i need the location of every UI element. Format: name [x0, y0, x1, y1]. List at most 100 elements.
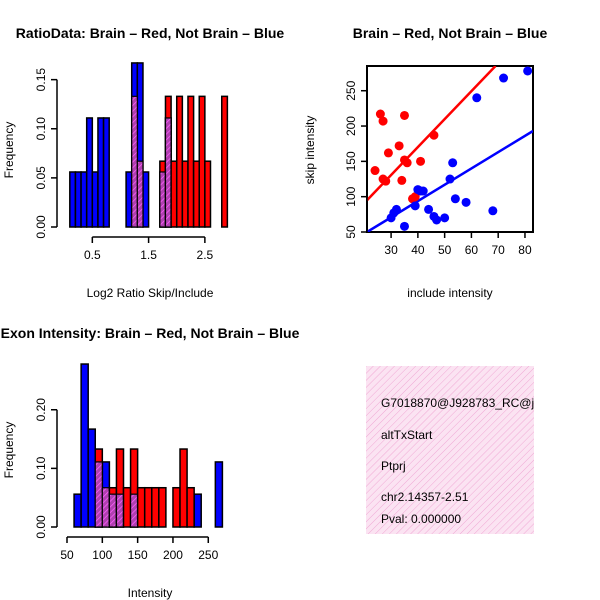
intensity-bar-overlap	[101, 487, 110, 528]
intensity-bar-brain	[151, 486, 160, 528]
scatter-point-brain	[370, 166, 380, 176]
scatter-ylabel: skip intensity	[303, 116, 317, 185]
ratio-bar-brain	[204, 160, 212, 228]
ratio-y-tick-label: 0.10	[34, 117, 48, 141]
ratio-bar-not-brain	[80, 171, 88, 228]
scatter-point-not-brain	[448, 158, 458, 168]
intensity-bar-overlap	[108, 493, 118, 528]
ratio-bar-not-brain	[85, 117, 94, 228]
scatter-fit-lines	[367, 66, 533, 232]
event-type-text: altTxStart	[381, 428, 433, 442]
ratio-bar-overlap	[131, 95, 138, 228]
scatter-x-tick-label: 80	[518, 243, 532, 257]
scatter-point-not-brain	[472, 93, 482, 103]
scatter-point-not-brain	[391, 204, 401, 214]
scatter-point-not-brain	[424, 204, 434, 214]
scatter-point-brain	[381, 176, 391, 186]
scatter-panel: Brain – Red, Not Brain – Blue 30 40 50 60 70…	[303, 25, 547, 300]
intensity-y-tick-label: 0.10	[34, 456, 48, 480]
intensity-histogram-axes: 50 100 150 200 250 0.00 0.10 0.20	[34, 398, 219, 562]
scatter-xlabel: include intensity	[407, 286, 492, 300]
ratio-bar-not-brain	[69, 171, 77, 228]
intensity-bar-not-brain	[214, 461, 224, 528]
scatter-point-brain	[410, 192, 420, 202]
ratio-bar-brain	[181, 160, 189, 228]
intensity-bar-overlap	[129, 493, 139, 528]
intensity-histogram-bars	[73, 363, 224, 528]
intensity-bar-not-brain	[87, 428, 97, 528]
intensity-bar-not-brain	[80, 363, 89, 528]
ratio-x-tick-label: 1.5	[140, 248, 157, 262]
scatter-y-tick-label: 50	[344, 225, 358, 239]
intensity-histogram-xlabel: Intensity	[128, 586, 173, 600]
scatter-y-tick-label: 150	[344, 151, 358, 171]
scatter-point-not-brain	[499, 73, 509, 83]
scatter-point-brain	[397, 175, 407, 185]
intensity-x-tick-label: 200	[163, 548, 183, 562]
scatter-points	[370, 66, 533, 231]
intensity-histogram-title: Exon Intensity: Brain – Red, Not Brain –…	[1, 325, 300, 341]
ratio-bar-overlap	[159, 171, 167, 228]
scatter-point-not-brain	[440, 213, 450, 223]
ratio-bar-brain	[170, 160, 178, 228]
ratio-x-tick-label: 0.5	[84, 248, 101, 262]
scatter-x-tick-label: 40	[411, 243, 425, 257]
scatter-point-not-brain	[461, 197, 471, 207]
ratio-histogram-panel: RatioData: Brain – Red, Not Brain – Blue…	[2, 25, 284, 300]
annotation-background	[366, 366, 534, 534]
scatter-point-brain	[429, 130, 439, 140]
intensity-histogram-panel: Exon Intensity: Brain – Red, Not Brain –…	[1, 325, 300, 600]
ratio-y-tick-label: 0.00	[34, 215, 48, 239]
scatter-point-not-brain	[488, 206, 498, 216]
ratio-bar-not-brain	[97, 117, 105, 228]
ratio-bar-not-brain	[91, 171, 99, 228]
scatter-point-not-brain	[450, 194, 460, 204]
scatter-point-brain	[378, 116, 388, 126]
ratio-bar-brain	[192, 160, 200, 228]
ratio-bar-not-brain	[74, 171, 82, 228]
intensity-bar-brain	[158, 486, 167, 528]
intensity-histogram-ylabel: Frequency	[2, 422, 16, 479]
scatter-point-brain	[399, 110, 409, 120]
intensity-y-tick-label: 0.00	[34, 515, 48, 539]
intensity-x-tick-label: 150	[128, 548, 148, 562]
pval-text: Pval: 0.000000	[381, 512, 461, 526]
scatter-point-brain	[375, 109, 385, 119]
ratio-y-tick-label: 0.05	[34, 166, 48, 190]
annotation-panel: G7018870@J928783_RC@j_at altTxStart Ptpr…	[366, 366, 534, 534]
ratio-histogram-bars	[69, 62, 229, 228]
gene-name-text: Ptprj	[381, 459, 406, 473]
intensity-bar-brain	[179, 448, 188, 528]
scatter-y-tick-label: 250	[344, 80, 358, 100]
intensity-bar-not-brain	[73, 493, 82, 528]
scatter-point-not-brain	[418, 186, 428, 196]
intensity-bar-brain	[143, 486, 153, 528]
scatter-point-not-brain	[432, 215, 442, 225]
scatter-point-brain	[383, 148, 393, 158]
ratio-x-tick-label: 2.5	[197, 248, 214, 262]
scatter-x-tick-label: 70	[492, 243, 506, 257]
ratio-bar-brain	[175, 95, 184, 228]
ratio-bar-not-brain	[142, 171, 150, 228]
ratio-bar-not-brain	[102, 117, 110, 228]
scatter-y-tick-label: 200	[344, 116, 358, 136]
ratio-histogram-title: RatioData: Brain – Red, Not Brain – Blue	[16, 25, 285, 41]
scatter-point-brain	[416, 156, 426, 166]
intensity-bar-brain	[172, 486, 181, 528]
intensity-bar-brain	[186, 486, 195, 528]
scatter-point-brain	[402, 158, 412, 168]
ratio-histogram-xlabel: Log2 Ratio Skip/Include	[87, 286, 214, 300]
ratio-bar-overlap	[164, 117, 172, 228]
annotation-box: G7018870@J928783_RC@j_at altTxStart Ptpr…	[366, 366, 534, 534]
scatter-title: Brain – Red, Not Brain – Blue	[353, 25, 548, 41]
scatter-x-tick-label: 30	[384, 243, 398, 257]
ratio-bar-overlap	[136, 160, 144, 228]
intensity-y-tick-label: 0.20	[34, 398, 48, 422]
scatter-point-brain	[394, 141, 404, 151]
scatter-axes: 30 40 50 60 70 80 50 100 150 200 250	[344, 80, 532, 257]
intensity-bar-brain	[122, 486, 132, 528]
scatter-point-not-brain	[399, 221, 409, 231]
ratio-bar-brain	[187, 95, 195, 228]
scatter-x-tick-label: 60	[465, 243, 479, 257]
